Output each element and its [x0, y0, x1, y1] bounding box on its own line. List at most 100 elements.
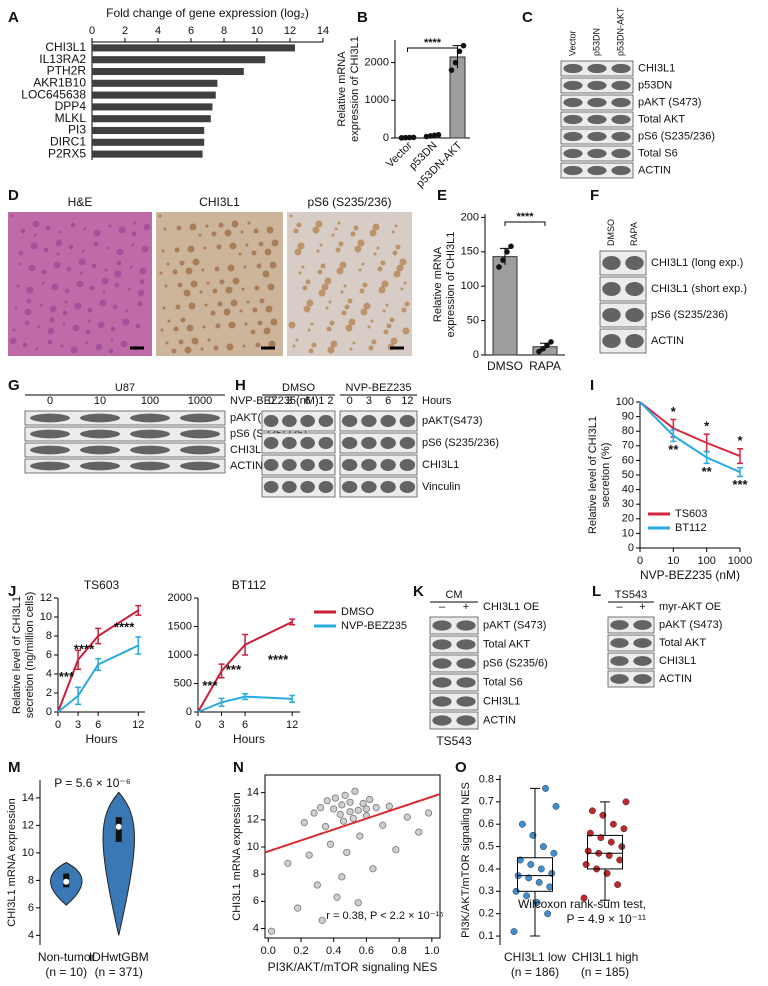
lane-label: 3: [366, 395, 372, 407]
row-label: pAKT (S473): [638, 96, 701, 108]
x-tick-label: 6: [188, 25, 194, 37]
row-label: ACTIN: [483, 714, 516, 726]
data-point: [456, 48, 463, 55]
lane-label: +: [463, 601, 469, 613]
data-point: [452, 59, 459, 66]
significance-bracket: [504, 221, 546, 226]
cell: [390, 337, 398, 345]
blot-band: [633, 656, 652, 666]
cell: [161, 249, 165, 253]
row-label: pS6 (S235/236): [638, 130, 715, 142]
cell: [289, 214, 293, 218]
y-axis-label: CHI3L1 mRNA expression: [6, 798, 18, 926]
blot-band: [300, 481, 315, 493]
cell: [357, 239, 365, 247]
blot-band: [341, 415, 358, 427]
category-label: DMSO: [487, 359, 523, 373]
cell: [335, 247, 341, 253]
blot-band: [180, 461, 220, 471]
y-axis-label: Relative level of CHI3L1: [587, 416, 599, 534]
y-axis-label: PI3K/AKT/mTOR signaling NES: [460, 782, 472, 938]
chart-title: TS603: [84, 578, 120, 592]
y-tick-label: 12: [22, 819, 34, 831]
row-label: CHI3L1: [659, 655, 696, 667]
cell: [253, 228, 259, 234]
lane-label: 12: [401, 395, 413, 407]
blot-band: [318, 481, 334, 493]
y-tick-label: 10: [22, 847, 34, 859]
cell: [108, 348, 114, 354]
cell: [296, 222, 302, 228]
cell: [191, 337, 199, 345]
y-tick-label: 0.4: [479, 863, 494, 875]
y-tick-label: 1000: [168, 649, 192, 661]
significance: ****: [114, 619, 135, 634]
lane-label: 0: [47, 395, 53, 407]
data-point: [546, 883, 554, 891]
cell: [137, 289, 145, 297]
cell: [376, 246, 380, 250]
cell: [344, 304, 350, 310]
blot-band: [633, 620, 652, 630]
blot-band: [633, 638, 652, 648]
lane-label: RAPA: [629, 222, 639, 246]
cell: [258, 241, 264, 247]
significance: *: [671, 404, 677, 419]
cell: [24, 308, 32, 316]
error-bar: [737, 447, 743, 465]
data-point: [435, 131, 442, 138]
cell: [231, 220, 239, 228]
data-point: [618, 843, 626, 851]
row-label: ACTIN: [651, 335, 684, 347]
x-tick-label: 10: [251, 25, 263, 37]
cell: [102, 290, 106, 294]
category-label: DIRC1: [50, 134, 86, 148]
image-title: pS6 (S235/236): [307, 195, 391, 209]
cell: [227, 264, 235, 272]
median: [115, 823, 122, 830]
blot-band: [602, 307, 621, 323]
blot-band: [611, 131, 631, 142]
blot-band: [341, 481, 358, 493]
group-label: TS543: [615, 589, 647, 601]
data-point: [349, 814, 357, 823]
cell: [328, 300, 332, 304]
cell: [20, 228, 26, 234]
y-tick-label: 30: [622, 498, 634, 510]
data-point: [326, 840, 335, 848]
data-point: [609, 820, 617, 828]
blot-band: [263, 481, 279, 493]
data-point: [398, 135, 405, 141]
data-point: [535, 878, 543, 886]
cell: [47, 327, 55, 335]
cell: [204, 303, 208, 307]
cell: [307, 328, 311, 332]
significance: **: [702, 464, 713, 479]
blot-band: [263, 415, 279, 427]
cell: [83, 227, 87, 231]
blot-band: [602, 333, 621, 349]
data-point: [372, 803, 380, 812]
y-tick-label: 4: [46, 668, 52, 680]
lane-label: 0: [268, 395, 274, 407]
cell: [22, 342, 28, 348]
blot-band: [399, 459, 416, 471]
cell: [26, 298, 32, 304]
blot-strip: [339, 432, 418, 454]
cell: [189, 223, 197, 231]
data-point: [343, 848, 351, 857]
blot-band: [399, 415, 416, 427]
cell: [76, 280, 84, 288]
box: [517, 857, 553, 892]
y-tick-label: 100: [461, 280, 479, 292]
bar: [92, 150, 203, 158]
blot-band: [282, 437, 297, 449]
cell: [179, 260, 185, 266]
cell: [336, 267, 344, 275]
cell: [47, 339, 53, 345]
data-point: [336, 810, 344, 818]
y-tick-label: 0.3: [479, 885, 494, 897]
y-tick-label: 90: [622, 411, 634, 423]
row-label: Total AKT: [638, 113, 685, 125]
category-label: DPP4: [55, 99, 87, 113]
